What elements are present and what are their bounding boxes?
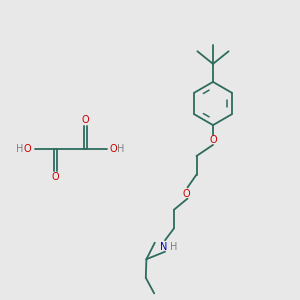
- Text: H: H: [170, 242, 178, 252]
- Text: O: O: [82, 115, 89, 125]
- Text: O: O: [209, 135, 217, 145]
- Text: O: O: [23, 143, 31, 154]
- Text: N: N: [160, 242, 167, 252]
- Text: H: H: [117, 143, 124, 154]
- Text: O: O: [109, 143, 117, 154]
- Text: H: H: [16, 143, 23, 154]
- Text: O: O: [183, 189, 190, 199]
- Text: O: O: [52, 172, 59, 182]
